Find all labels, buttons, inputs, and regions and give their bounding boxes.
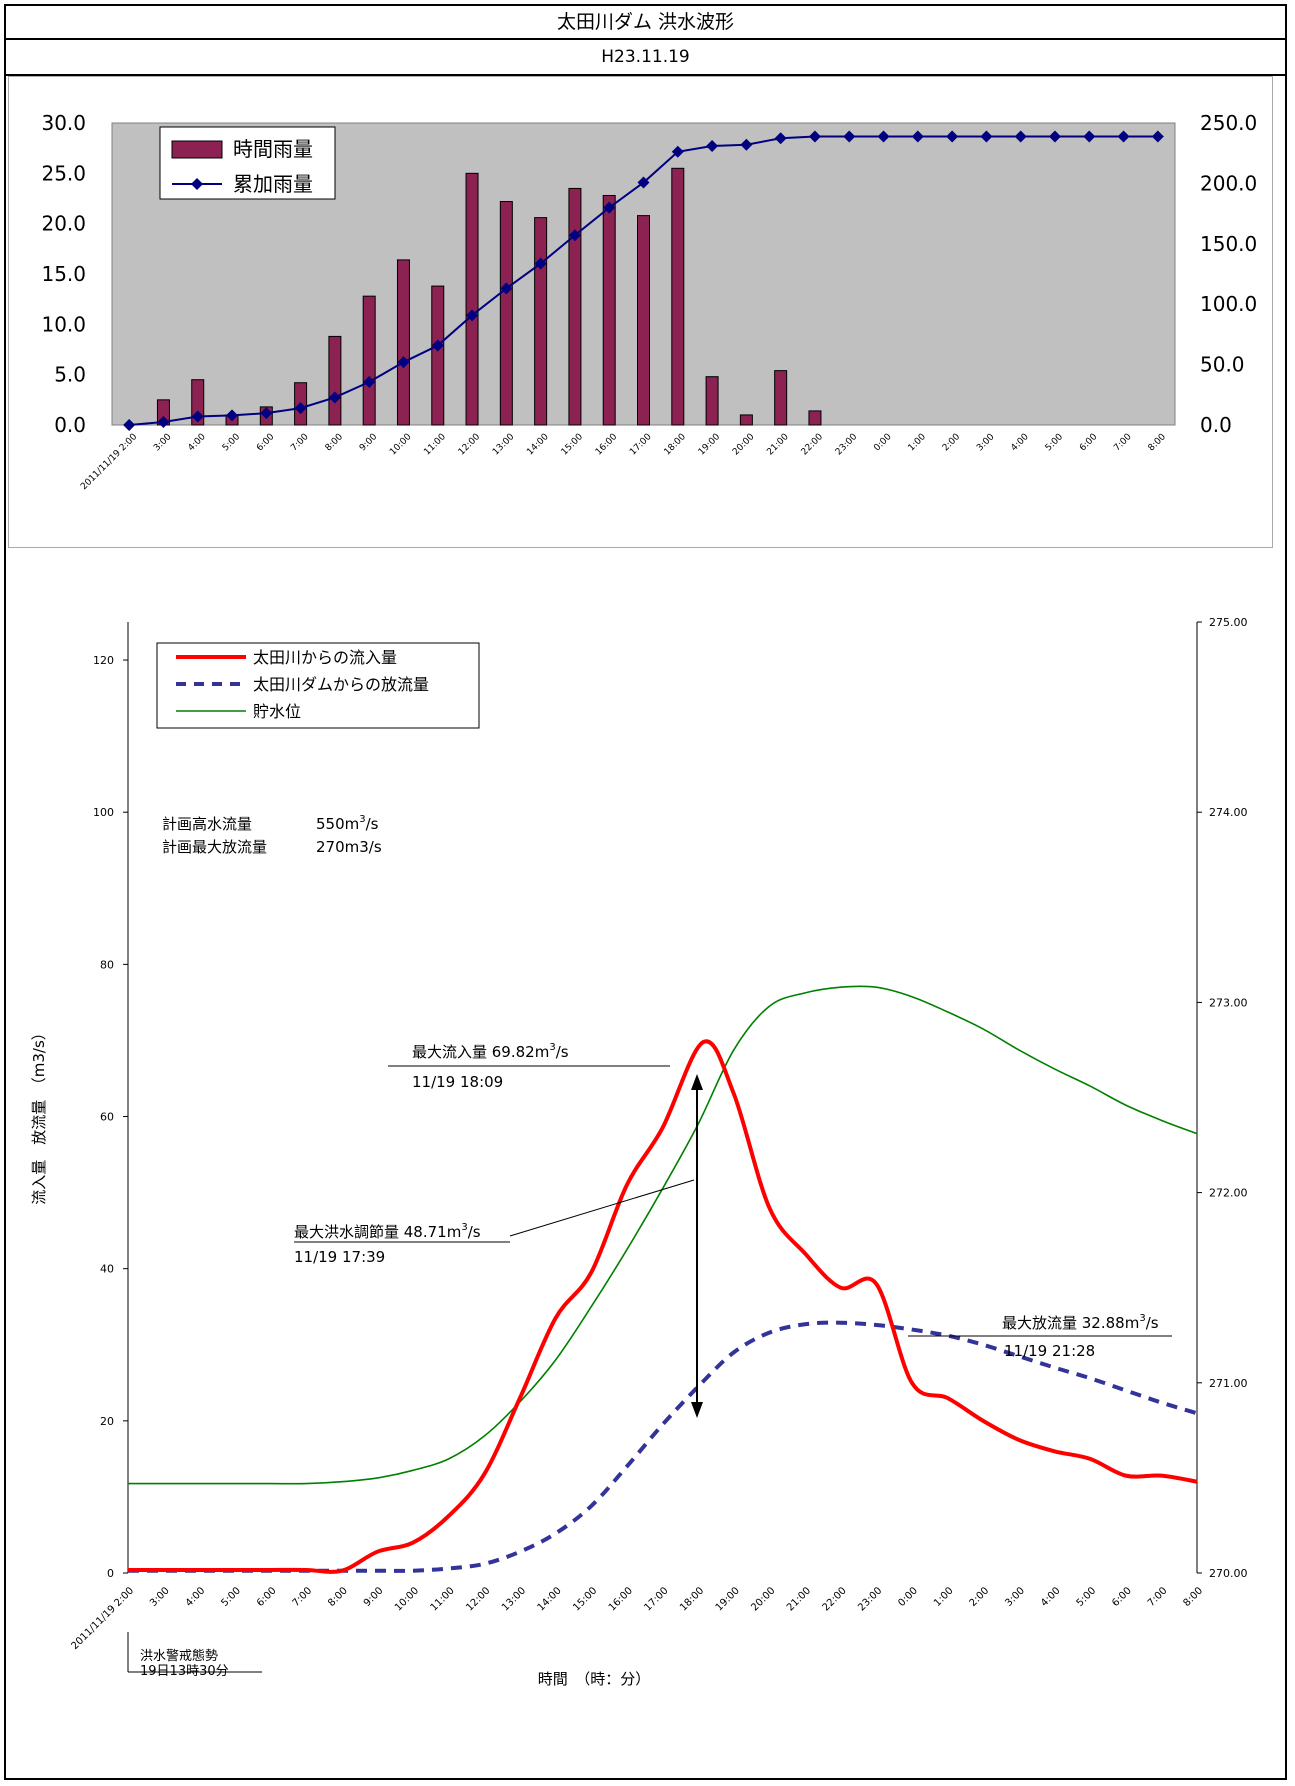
- rain-x-tick: 12:00: [457, 432, 483, 458]
- rain-bar: [362, 295, 376, 426]
- rain-bar: [705, 376, 719, 426]
- rain-x-tick: 18:00: [663, 432, 689, 458]
- cumulative-rain-point: [534, 257, 547, 270]
- cumulative-rain-point: [500, 282, 513, 295]
- cumulative-rain-point: [706, 139, 719, 152]
- rain-y-tick-left: 20.0: [41, 212, 86, 236]
- cumulative-rain-point: [1048, 130, 1061, 143]
- cumulative-rain-point: [671, 145, 684, 158]
- rain-x-tick: 1:00: [907, 432, 929, 454]
- rain-bar: [328, 335, 342, 426]
- rain-x-tick: 6:00: [255, 432, 277, 454]
- rain-x-tick: 10:00: [388, 432, 414, 458]
- rain-x-tick: 20:00: [731, 432, 757, 458]
- rain-bar: [637, 215, 650, 426]
- rain-x-tick: 22:00: [800, 432, 826, 458]
- rain-x-tick: 4:00: [186, 432, 208, 454]
- rain-x-tick: 3:00: [152, 432, 174, 454]
- legend-cumulative-rain: 累加雨量: [233, 172, 313, 196]
- cumulative-rain-point: [637, 176, 650, 189]
- rain-y-tick-left: 0.0: [54, 413, 86, 437]
- rain-x-tick: 3:00: [975, 432, 997, 454]
- rain-bar: [739, 414, 753, 426]
- cumulative-rain-point: [946, 130, 959, 143]
- rain-bar: [499, 201, 513, 426]
- rain-bar: [774, 370, 788, 426]
- cumulative-rain-point: [191, 410, 204, 423]
- rain-x-tick: 17:00: [628, 432, 654, 458]
- rain-bar: [671, 167, 685, 426]
- rain-x-tick: 9:00: [358, 432, 380, 454]
- cumulative-rain-point: [466, 309, 479, 322]
- rain-y-tick-right: 50.0: [1200, 353, 1245, 377]
- rain-x-tick: 13:00: [491, 432, 517, 458]
- cumulative-rain-point: [603, 201, 616, 214]
- cumulative-rain-point: [157, 415, 170, 428]
- rain-x-tick: 0:00: [872, 432, 894, 454]
- legend-diamond-icon: [191, 178, 203, 190]
- cumulative-rain-point: [774, 132, 787, 145]
- rain-x-tick: 7:00: [1112, 432, 1134, 454]
- rain-x-tick: 23:00: [834, 432, 860, 458]
- cumulative-rain-point: [1014, 130, 1027, 143]
- rain-x-tick: 15:00: [560, 432, 586, 458]
- cumulative-rain-point: [1083, 130, 1096, 143]
- rain-y-tick-left: 25.0: [41, 161, 86, 185]
- rain-y-tick-left: 15.0: [41, 262, 86, 286]
- rain-x-tick: 19:00: [697, 432, 723, 458]
- cumulative-rain-point: [980, 130, 993, 143]
- cumulative-rain-point: [123, 419, 136, 431]
- rain-y-tick-left: 5.0: [54, 363, 86, 387]
- rain-x-tick: 8:00: [1147, 432, 1169, 454]
- rain-y-tick-right: 0.0: [1200, 413, 1232, 437]
- rain-bar: [534, 217, 548, 426]
- report-frame: 太田川ダム 洪水波形 H23.11.19: [4, 4, 1287, 1780]
- rain-x-tick: 11:00: [422, 432, 448, 458]
- cumulative-rain-point: [1151, 130, 1164, 143]
- rain-x-tick: 16:00: [594, 432, 620, 458]
- rain-x-tick: 6:00: [1078, 432, 1100, 454]
- rain-y-tick-right: 250.0: [1200, 111, 1257, 135]
- cumulative-rain-point: [1117, 130, 1130, 143]
- cumulative-rain-point: [226, 409, 239, 422]
- cumulative-rain-point: [568, 229, 581, 242]
- rain-bar: [431, 285, 445, 426]
- legend-bar-swatch: [171, 140, 223, 159]
- cumulative-rain-point: [911, 130, 924, 143]
- rain-x-tick: 5:00: [221, 432, 243, 454]
- rain-x-tick: 4:00: [1009, 432, 1031, 454]
- rain-y-tick-left: 30.0: [41, 111, 86, 135]
- rainfall-legend: 時間雨量 累加雨量: [159, 126, 336, 200]
- cumulative-rain-point: [363, 375, 376, 388]
- cumulative-rain-point: [808, 130, 821, 143]
- rain-x-tick: 7:00: [289, 432, 311, 454]
- rain-bar: [808, 410, 822, 426]
- rain-bar: [465, 172, 479, 426]
- cumulative-rain-point: [397, 356, 410, 369]
- rain-bar: [396, 259, 410, 426]
- page-title: 太田川ダム 洪水波形: [6, 6, 1285, 40]
- rain-y-tick-right: 150.0: [1200, 232, 1257, 256]
- rain-x-tick: 2:00: [941, 432, 963, 454]
- rain-bar: [568, 187, 582, 426]
- cumulative-rain-point: [294, 402, 307, 415]
- rain-x-tick: 8:00: [324, 432, 346, 454]
- cumulative-rain-point: [431, 339, 444, 352]
- rain-x-tick: 2011/11/19 2:00: [79, 432, 139, 492]
- rain-y-tick-right: 200.0: [1200, 171, 1257, 195]
- rain-bar: [602, 194, 616, 426]
- rain-y-tick-left: 10.0: [41, 312, 86, 336]
- cumulative-rain-point: [877, 130, 890, 143]
- rain-x-tick: 5:00: [1044, 432, 1066, 454]
- legend-hourly-rain: 時間雨量: [233, 137, 313, 161]
- rain-x-tick: 14:00: [525, 432, 551, 458]
- rain-y-tick-right: 100.0: [1200, 292, 1257, 316]
- rainfall-chart: 0.0 5.0 10.0 15.0 20.0 25.0 30.0 0.0 50.0 100.0 1…: [41, 111, 1257, 492]
- rain-x-tick: 21:00: [765, 432, 791, 458]
- cumulative-rain-point: [740, 138, 753, 151]
- cumulative-rain-point: [843, 130, 856, 143]
- cumulative-rain-point: [328, 391, 341, 404]
- cumulative-rain-point: [260, 407, 273, 420]
- page-date: H23.11.19: [6, 40, 1285, 76]
